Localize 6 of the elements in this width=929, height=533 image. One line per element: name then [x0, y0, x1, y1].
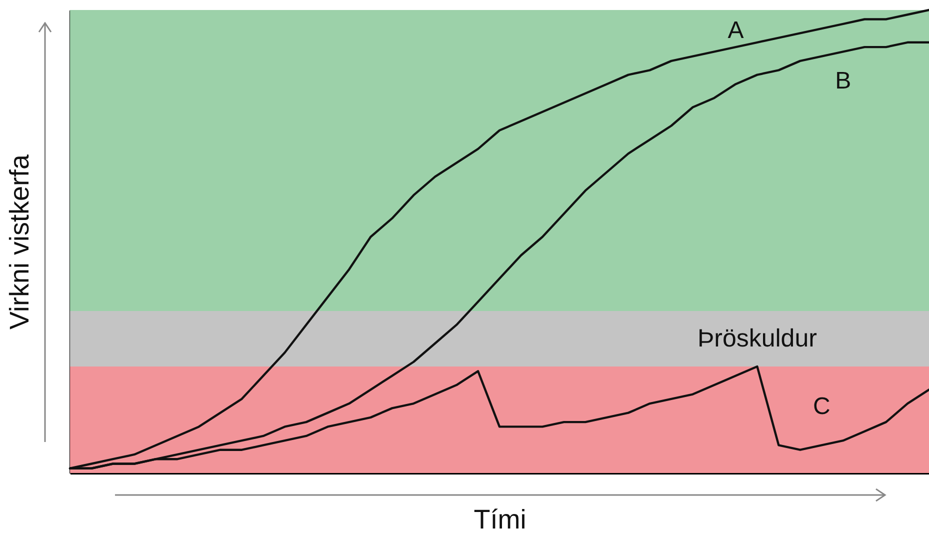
y-axis-title: Virkni vistkerfa — [4, 153, 34, 330]
x-axis-title: Tími — [474, 504, 526, 533]
series-label: B — [835, 68, 852, 95]
band-label: Þröskuldur — [697, 324, 817, 353]
series-label: A — [728, 17, 744, 44]
series-label: C — [812, 393, 830, 420]
